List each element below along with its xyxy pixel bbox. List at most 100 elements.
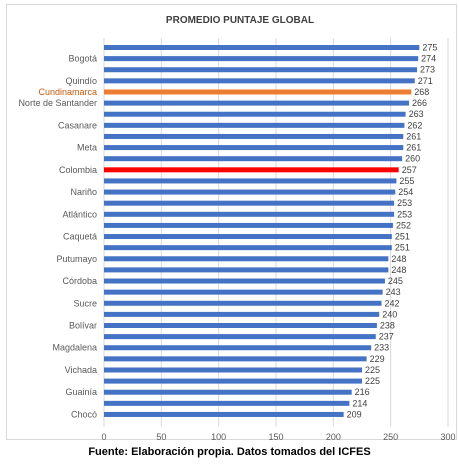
- data-label: 262: [407, 120, 422, 130]
- bar: [104, 111, 406, 117]
- bar: [104, 278, 385, 284]
- data-label: 253: [397, 198, 412, 208]
- bar: [104, 411, 344, 417]
- category-label: Guainía: [65, 387, 97, 397]
- category-label: Colombia: [59, 165, 97, 175]
- x-tick-label: 300: [440, 432, 455, 442]
- bar: [104, 245, 392, 251]
- category-label: Cundinamarca: [38, 87, 97, 97]
- source-note: Fuente: Elaboración propia. Datos tomado…: [88, 446, 371, 458]
- category-label: Casanare: [58, 120, 97, 130]
- data-label: 263: [409, 109, 424, 119]
- x-tick-label: 100: [211, 432, 226, 442]
- bar: [104, 234, 392, 240]
- data-label: 248: [391, 265, 406, 275]
- data-label: 214: [352, 398, 367, 408]
- category-label: Chocó: [71, 409, 97, 419]
- x-axis-ticks: 0 50 100 150 200 250 300: [101, 432, 455, 442]
- category-label: Vichada: [65, 365, 97, 375]
- data-label: 260: [405, 154, 420, 164]
- bar: [104, 189, 396, 195]
- bar: [104, 311, 380, 317]
- chart-title: PROMEDIO PUNTAJE GLOBAL: [166, 15, 314, 26]
- bar: [104, 178, 397, 184]
- bar: [104, 56, 419, 62]
- category-label: Putumayo: [56, 254, 97, 264]
- data-label: 261: [406, 143, 421, 153]
- data-label: 242: [384, 298, 399, 308]
- category-label: Meta: [77, 143, 97, 153]
- category-label: Nariño: [70, 187, 97, 197]
- bar: [104, 156, 403, 162]
- bar: [104, 167, 399, 173]
- bar: [104, 45, 420, 50]
- x-tick-label: 150: [268, 432, 283, 442]
- chart-frame: [6, 4, 457, 440]
- data-label: 266: [412, 98, 427, 108]
- bar: [104, 211, 395, 217]
- data-label: 253: [397, 209, 412, 219]
- bar: [104, 356, 367, 362]
- data-label: 225: [365, 376, 380, 386]
- bar: [104, 267, 389, 273]
- x-tick-label: 250: [383, 432, 398, 442]
- category-label: Bogotá: [68, 54, 97, 64]
- x-tick-label: 200: [326, 432, 341, 442]
- data-label: 243: [386, 287, 401, 297]
- bar: [104, 300, 382, 306]
- data-label: 274: [421, 54, 436, 64]
- bar: [104, 67, 418, 73]
- data-label: 216: [355, 387, 370, 397]
- bar: [104, 345, 372, 351]
- bar: [104, 378, 362, 384]
- data-label: 229: [370, 354, 385, 364]
- bar: [104, 323, 377, 328]
- bar: [104, 145, 404, 151]
- bar: [104, 222, 393, 228]
- category-label: Magdalena: [52, 343, 97, 353]
- bar: [104, 389, 352, 395]
- bar: [104, 334, 376, 340]
- category-label: Caquetá: [63, 232, 97, 242]
- data-label: 275: [422, 43, 437, 53]
- category-label: Bolívar: [69, 321, 97, 331]
- category-label: Atlántico: [62, 209, 97, 219]
- value-labels: 2752742732712682662632622612612602572552…: [347, 43, 438, 420]
- x-tick-label: 50: [156, 432, 166, 442]
- bar: [104, 200, 395, 206]
- bar: [104, 133, 404, 139]
- data-label: 271: [418, 76, 433, 86]
- data-label: 209: [347, 409, 362, 419]
- x-tick-label: 0: [101, 432, 106, 442]
- data-label: 261: [406, 131, 421, 141]
- data-label: 245: [388, 276, 403, 286]
- data-label: 257: [402, 165, 417, 175]
- bar: [104, 400, 350, 406]
- data-label: 252: [396, 220, 411, 230]
- data-label: 251: [395, 243, 410, 253]
- data-label: 225: [365, 365, 380, 375]
- data-label: 255: [399, 176, 414, 186]
- bar: [104, 78, 415, 84]
- data-label: 233: [374, 343, 389, 353]
- data-label: 251: [395, 232, 410, 242]
- category-label: Norte de Santander: [18, 98, 97, 108]
- bar: [104, 367, 362, 373]
- data-label: 248: [391, 254, 406, 264]
- bars: [104, 45, 420, 417]
- bar: [104, 89, 412, 95]
- category-label: Córdoba: [62, 276, 97, 286]
- bar: [104, 256, 389, 262]
- bar: [104, 289, 383, 295]
- data-label: 240: [382, 309, 397, 319]
- data-label: 273: [420, 65, 435, 75]
- category-label: Sucre: [73, 298, 97, 308]
- data-label: 237: [379, 332, 394, 342]
- data-label: 254: [398, 187, 413, 197]
- bar: [104, 122, 405, 128]
- category-label: Quindío: [65, 76, 97, 86]
- data-label: 268: [414, 87, 429, 97]
- bar-chart: PROMEDIO PUNTAJE GLOBAL Bogotá QuindíoCun…: [18, 15, 455, 442]
- data-label: 238: [380, 321, 395, 331]
